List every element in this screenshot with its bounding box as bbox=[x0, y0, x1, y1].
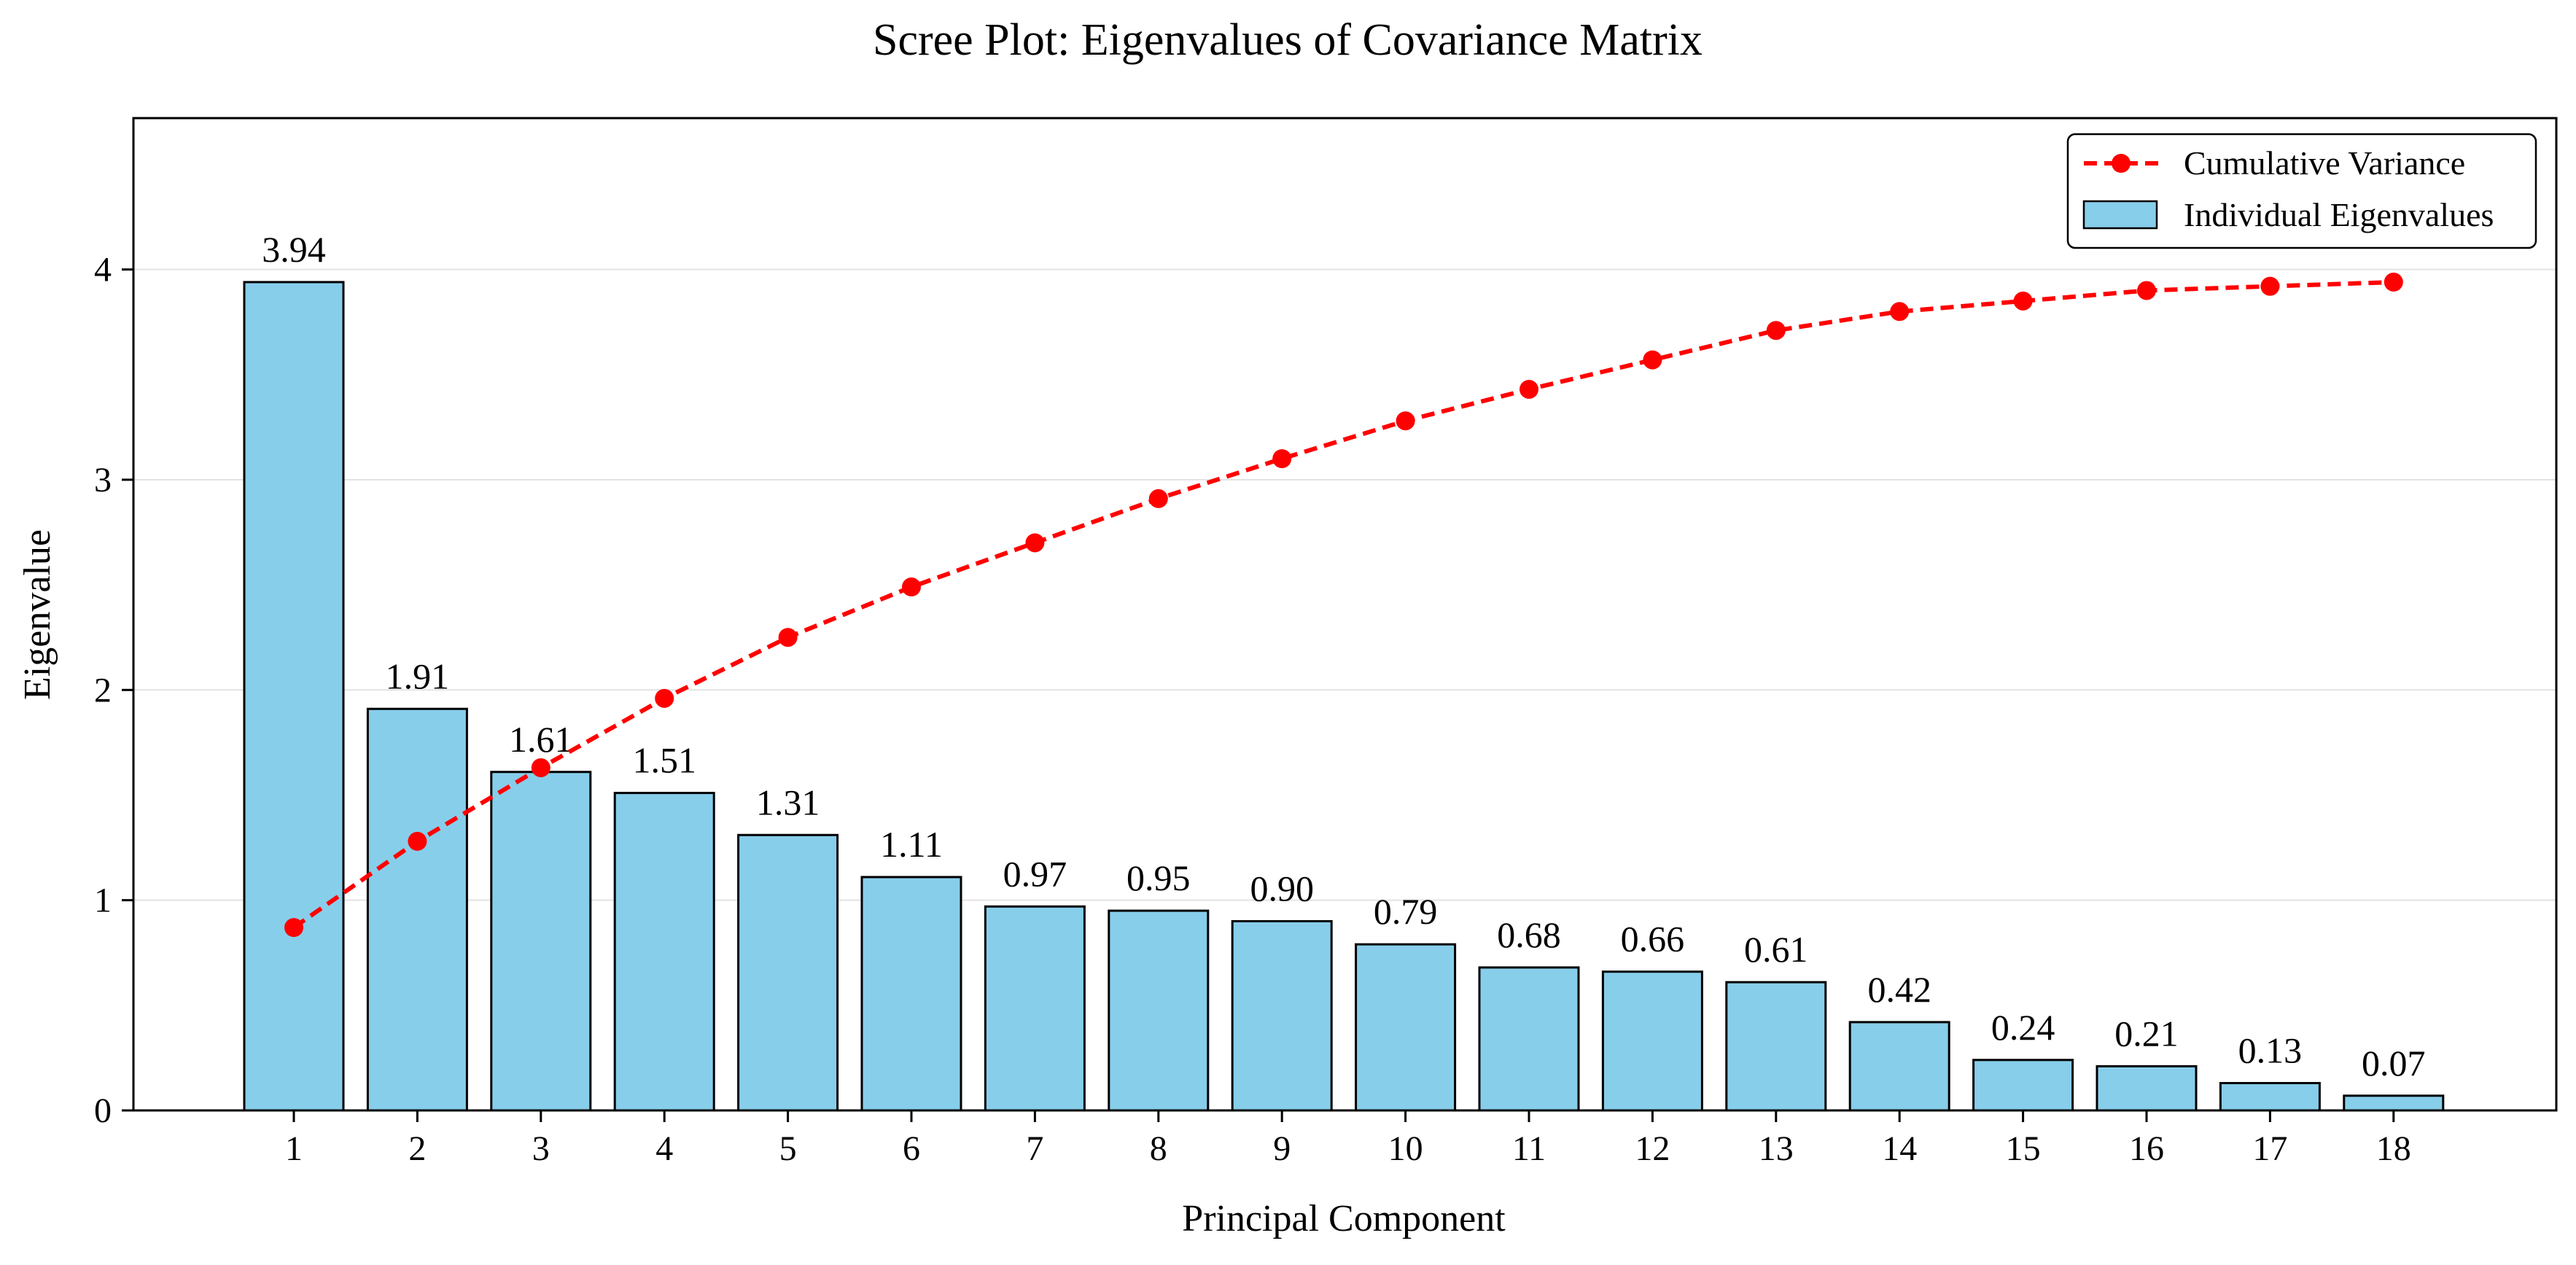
cumulative-variance-point bbox=[778, 628, 798, 647]
y-tick-label: 4 bbox=[94, 251, 112, 289]
bars bbox=[243, 281, 2445, 1112]
eigenvalue-bar bbox=[984, 905, 1086, 1112]
bar-value-label: 0.95 bbox=[1126, 857, 1191, 898]
bar-value-label: 0.24 bbox=[1991, 1007, 2055, 1048]
legend-label-cumulative: Cumulative Variance bbox=[2184, 144, 2465, 182]
legend-box bbox=[2066, 133, 2537, 249]
x-tick-label: 15 bbox=[2006, 1129, 2041, 1168]
eigenvalue-bar bbox=[860, 876, 962, 1112]
bar-value-label: 0.79 bbox=[1374, 891, 1438, 932]
cumulative-variance-point bbox=[1396, 411, 1415, 431]
cumulative-variance-point bbox=[2137, 281, 2156, 300]
cumulative-variance-point bbox=[902, 577, 921, 597]
cumulative-variance-point bbox=[1766, 321, 1786, 340]
x-axis-ticks: 1 2 3 4 5 6 7 8 9 10 11 12 13 14 15 16 17 18 bbox=[285, 1110, 2411, 1168]
eigenvalue-bar bbox=[490, 771, 592, 1112]
cumulative-variance-point bbox=[1272, 449, 1292, 469]
bar-value-label: 0.21 bbox=[2114, 1013, 2179, 1054]
x-tick-label: 16 bbox=[2129, 1129, 2164, 1168]
plot-frame bbox=[132, 117, 2558, 1112]
eigenvalue-bar bbox=[1108, 909, 1210, 1112]
x-tick-label: 18 bbox=[2376, 1129, 2411, 1168]
cumulative-variance-point bbox=[284, 918, 303, 938]
bar-value-label: 0.66 bbox=[1621, 919, 1685, 960]
bar-data-labels: 3.94 1.91 1.61 1.51 1.31 1.11 0.97 0.95 0.90 0.79… bbox=[262, 229, 2425, 1083]
cumulative-variance-line bbox=[292, 279, 2394, 930]
x-tick-label: 12 bbox=[1635, 1129, 1670, 1168]
x-tick-label: 9 bbox=[1273, 1129, 1291, 1168]
bar-value-label: 1.31 bbox=[756, 782, 820, 822]
y-axis-ticks: 0 1 2 3 4 bbox=[94, 251, 133, 1130]
x-tick-label: 14 bbox=[1882, 1129, 1917, 1168]
eigenvalue-bar bbox=[1848, 1021, 1950, 1112]
bar-value-label: 3.94 bbox=[262, 229, 326, 270]
x-tick-label: 17 bbox=[2252, 1129, 2287, 1168]
cumulative-variance-point bbox=[1643, 350, 1662, 370]
cumulative-variance-point bbox=[2013, 291, 2033, 311]
eigenvalue-bar bbox=[2096, 1064, 2198, 1112]
x-axis-label: Principal Component bbox=[1182, 1198, 1506, 1239]
bar-value-label: 0.07 bbox=[2362, 1043, 2426, 1083]
x-tick-label: 8 bbox=[1150, 1129, 1167, 1168]
eigenvalue-bar bbox=[737, 833, 839, 1112]
bar-value-label: 1.61 bbox=[509, 719, 573, 760]
bar-value-label: 0.61 bbox=[1744, 929, 1808, 970]
x-tick-label: 3 bbox=[532, 1129, 550, 1168]
bar-value-label: 0.68 bbox=[1497, 914, 1561, 955]
eigenvalue-bar bbox=[1355, 943, 1457, 1112]
legend-marker-swatch bbox=[2112, 154, 2131, 173]
y-tick-label: 0 bbox=[94, 1091, 112, 1130]
bar-value-label: 0.42 bbox=[1867, 969, 1931, 1010]
y-axis-label: Eigenvalue bbox=[17, 529, 58, 700]
x-tick-label: 7 bbox=[1026, 1129, 1043, 1168]
eigenvalue-bar bbox=[1478, 966, 1580, 1112]
eigenvalue-bar bbox=[366, 707, 468, 1112]
bar-value-label: 0.13 bbox=[2238, 1030, 2303, 1071]
x-tick-label: 4 bbox=[655, 1129, 673, 1168]
cumulative-variance-point bbox=[1148, 489, 1168, 508]
cumulative-variance-point bbox=[2260, 276, 2280, 296]
bar-value-label: 0.97 bbox=[1003, 853, 1067, 894]
cumulative-line bbox=[284, 272, 2403, 938]
chart-title: Scree Plot: Eigenvalues of Covariance Ma… bbox=[873, 15, 1703, 65]
eigenvalue-bar bbox=[613, 792, 715, 1112]
eigenvalue-bar bbox=[1972, 1059, 2074, 1112]
eigenvalue-bar bbox=[1601, 970, 1703, 1112]
cumulative-variance-point bbox=[1890, 302, 1910, 322]
x-tick-label: 11 bbox=[1512, 1129, 1546, 1168]
eigenvalue-bar bbox=[2219, 1082, 2321, 1112]
bar-value-label: 0.90 bbox=[1250, 868, 1314, 908]
eigenvalue-bar bbox=[2343, 1094, 2445, 1112]
eigenvalue-bar bbox=[1231, 919, 1333, 1112]
legend: Cumulative Variance Individual Eigenvalu… bbox=[2066, 133, 2537, 249]
x-tick-label: 6 bbox=[903, 1129, 920, 1168]
x-tick-label: 2 bbox=[408, 1129, 426, 1168]
cumulative-variance-point bbox=[408, 831, 427, 851]
eigenvalue-bar bbox=[1725, 981, 1827, 1112]
legend-bar-swatch bbox=[2082, 200, 2158, 230]
bar-value-label: 1.11 bbox=[880, 824, 943, 865]
eigenvalue-bar bbox=[243, 281, 345, 1112]
y-tick-label: 2 bbox=[94, 671, 112, 709]
x-tick-label: 13 bbox=[1759, 1129, 1794, 1168]
cumulative-variance-point bbox=[531, 758, 550, 777]
cumulative-variance-point bbox=[655, 688, 674, 708]
bar-value-label: 1.91 bbox=[386, 655, 450, 696]
cumulative-variance-point bbox=[1519, 379, 1538, 399]
x-tick-label: 10 bbox=[1388, 1129, 1423, 1168]
y-tick-label: 3 bbox=[94, 461, 112, 499]
x-tick-label: 5 bbox=[779, 1129, 797, 1168]
bar-value-label: 1.51 bbox=[632, 740, 696, 781]
legend-label-eigenvalues: Individual Eigenvalues bbox=[2184, 196, 2494, 233]
cumulative-variance-point bbox=[2384, 272, 2403, 292]
x-tick-label: 1 bbox=[285, 1129, 303, 1168]
cumulative-variance-point bbox=[1025, 533, 1045, 553]
y-tick-label: 1 bbox=[94, 881, 112, 920]
